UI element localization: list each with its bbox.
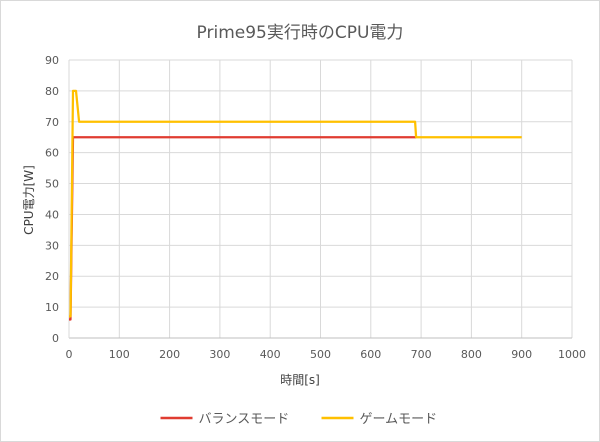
y-tick-label: 0: [52, 332, 59, 345]
y-tick-label: 80: [45, 85, 59, 98]
y-tick-label: 60: [45, 147, 59, 160]
chart-title: Prime95実行時のCPU電力: [197, 23, 404, 43]
x-tick-label: 700: [411, 348, 432, 361]
x-tick-label: 600: [360, 348, 381, 361]
y-tick-label: 30: [45, 239, 59, 252]
y-tick-label: 20: [45, 270, 59, 283]
series-lines: [69, 89, 522, 321]
x-tick-label: 400: [260, 348, 281, 361]
x-tick-label: 0: [66, 348, 73, 361]
x-tick-label: 800: [461, 348, 482, 361]
x-tick-label: 300: [209, 348, 230, 361]
legend-label: バランスモード: [199, 412, 290, 427]
y-axis-label: CPU電力[W]: [22, 165, 36, 235]
axes: [68, 60, 572, 339]
y-tick-label: 50: [45, 178, 59, 191]
x-axis-label: 時間[s]: [280, 373, 320, 387]
x-tick-label: 500: [310, 348, 331, 361]
legend: バランスモード ゲームモード: [160, 412, 438, 427]
grid-lines: [69, 59, 573, 338]
y-tick-label: 10: [45, 301, 59, 314]
x-tick-label: 100: [109, 348, 130, 361]
x-tick-label: 1000: [558, 348, 586, 361]
y-tick-label: 90: [45, 54, 59, 67]
y-tick-label: 40: [45, 208, 59, 221]
series-line-1: [69, 136, 417, 321]
x-tick-label: 200: [159, 348, 180, 361]
series-line-2: [69, 89, 522, 318]
legend-label: ゲームモード: [360, 412, 438, 427]
x-tick-label: 900: [511, 348, 532, 361]
y-tick-label: 70: [45, 116, 59, 129]
